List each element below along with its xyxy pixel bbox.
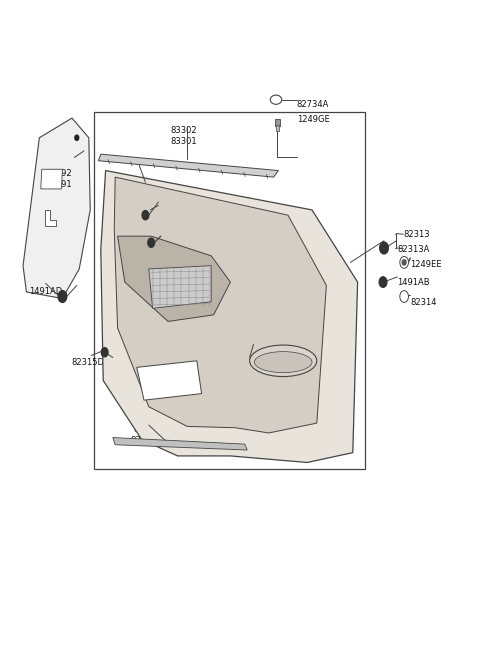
Text: 82315D: 82315D — [71, 358, 104, 367]
Circle shape — [380, 242, 388, 254]
Text: 82315A: 82315A — [158, 203, 191, 213]
Polygon shape — [45, 210, 56, 226]
Polygon shape — [137, 361, 202, 400]
Text: 83392
83391: 83392 83391 — [46, 169, 72, 190]
Polygon shape — [114, 177, 326, 433]
Text: 83241
83231: 83241 83231 — [122, 184, 149, 204]
Text: 1249EE: 1249EE — [410, 260, 442, 269]
Ellipse shape — [270, 95, 282, 104]
Bar — [276, 125, 279, 131]
Text: 82313: 82313 — [403, 230, 430, 239]
Circle shape — [101, 348, 108, 357]
Text: 82734A: 82734A — [297, 100, 329, 110]
Text: 1491AD: 1491AD — [29, 287, 62, 297]
Ellipse shape — [254, 352, 312, 373]
Text: 1249GE: 1249GE — [297, 115, 329, 124]
Ellipse shape — [250, 345, 317, 377]
Circle shape — [379, 277, 387, 287]
Text: 1249LB: 1249LB — [161, 235, 192, 244]
Polygon shape — [41, 169, 62, 189]
Polygon shape — [101, 171, 358, 462]
Text: 83366
83356B: 83366 83356B — [130, 425, 163, 445]
Polygon shape — [113, 438, 247, 450]
Polygon shape — [149, 266, 211, 308]
Polygon shape — [98, 154, 278, 177]
Text: 1491AB: 1491AB — [397, 278, 430, 287]
Bar — [94, 112, 365, 469]
Circle shape — [142, 211, 149, 220]
Circle shape — [400, 256, 408, 268]
Polygon shape — [118, 236, 230, 321]
Bar — [275, 119, 280, 126]
Polygon shape — [23, 118, 90, 298]
Text: 83720B
83710A: 83720B 83710A — [254, 341, 287, 361]
Circle shape — [58, 291, 67, 302]
Circle shape — [75, 135, 79, 140]
Text: 82314: 82314 — [410, 298, 437, 307]
Circle shape — [402, 260, 406, 265]
Circle shape — [400, 291, 408, 302]
Text: 83302
83301: 83302 83301 — [170, 126, 197, 146]
Text: 82313A: 82313A — [397, 245, 430, 255]
Circle shape — [148, 238, 155, 247]
